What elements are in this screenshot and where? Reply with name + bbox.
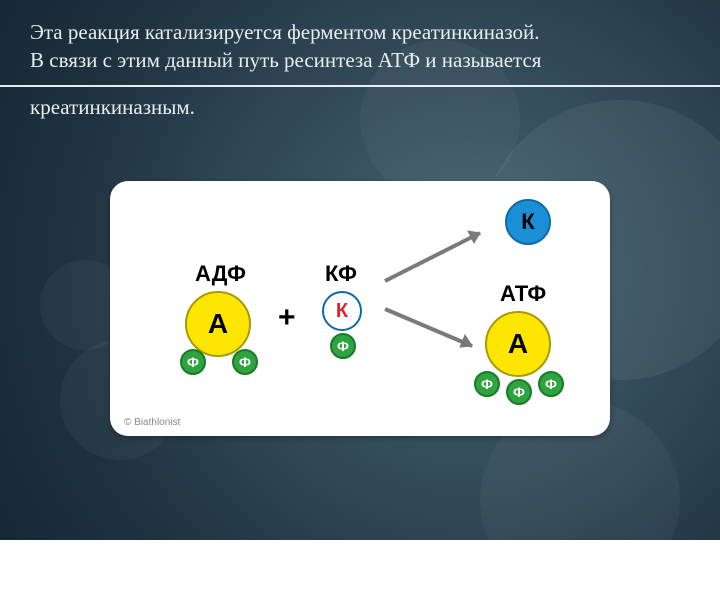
phosphate-icon: Ф	[538, 371, 564, 397]
phosphate-icon: Ф	[232, 349, 258, 375]
adf-label: АДФ	[195, 261, 246, 287]
atf-a-circle: А	[485, 311, 551, 377]
phosphate-icon: Ф	[330, 333, 356, 359]
arrow-down-icon	[380, 301, 490, 361]
plus-sign: +	[278, 301, 296, 335]
heading-line2: В связи с этим данный путь ресинтеза АТФ…	[30, 48, 541, 72]
adf-a-circle: А	[185, 291, 251, 357]
k-free-circle: К	[505, 199, 551, 245]
reaction-diagram: АДФ А Ф Ф + КФ К Ф К АТФ А Ф Ф Ф © Biath…	[110, 181, 610, 436]
arrow-up-icon	[380, 221, 500, 291]
atf-label: АТФ	[500, 281, 546, 307]
kf-k-circle: К	[322, 291, 362, 331]
heading-line3: креатинкиназным.	[30, 95, 195, 119]
slide-heading: Эта реакция катализируется ферментом кре…	[0, 0, 720, 85]
phosphate-icon: Ф	[474, 371, 500, 397]
phosphate-icon: Ф	[506, 379, 532, 405]
phosphate-icon: Ф	[180, 349, 206, 375]
kf-label: КФ	[325, 261, 357, 287]
slide-heading-contd: креатинкиназным.	[0, 87, 720, 131]
heading-line1: Эта реакция катализируется ферментом кре…	[30, 20, 540, 44]
copyright-text: © Biathlonist	[124, 417, 180, 428]
